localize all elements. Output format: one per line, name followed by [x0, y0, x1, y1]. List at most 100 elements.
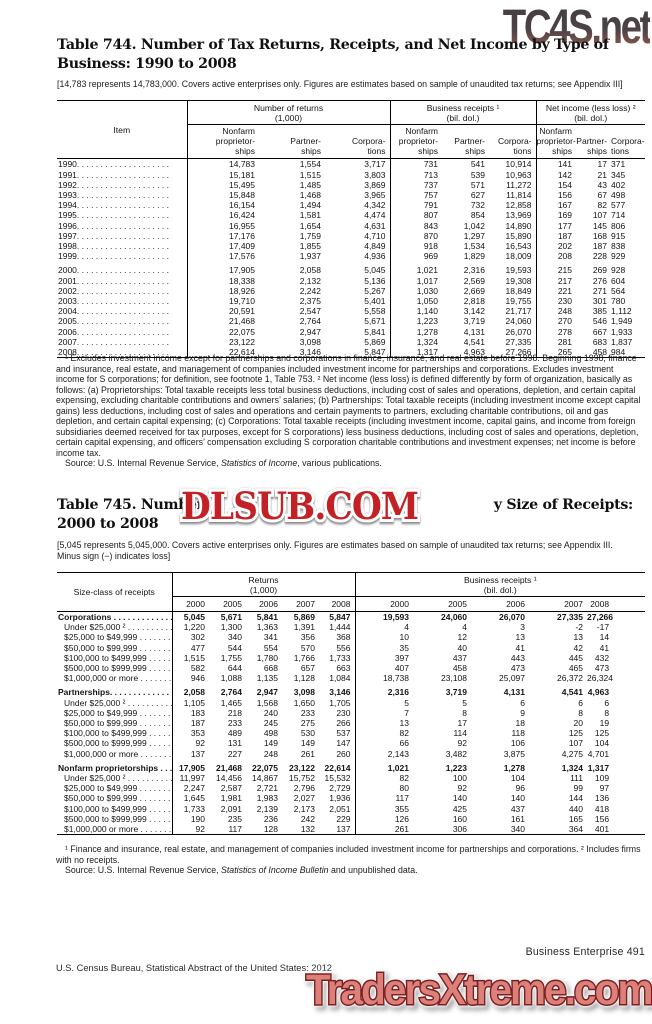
group-header-receipts: Business receipts ¹ (bil. dol.) — [354, 572, 646, 597]
data-cell: 227 — [227, 748, 242, 759]
data-cell: 1,021 — [354, 758, 413, 774]
row-label: 2007. . . . . . . . . . . . . . . . . . … — [57, 336, 188, 348]
data-cell: 1,084 — [329, 673, 351, 684]
data-cell: 24,060 — [441, 612, 467, 622]
data-cell: 458 — [592, 347, 608, 358]
data-cell: 1,220 — [183, 622, 205, 633]
data-cell: 854 — [470, 210, 485, 221]
year-header: 2008 — [319, 596, 355, 612]
data-cell: 4,131 — [463, 326, 485, 337]
group-label: Business receipts ¹ — [463, 575, 537, 585]
data-cell: 16,955 — [229, 220, 255, 231]
data-cell: 657 — [300, 663, 315, 674]
data-cell: 140 — [510, 793, 525, 804]
data-cell: 1,278 — [503, 762, 525, 773]
data-cell: 3,875 — [503, 748, 525, 759]
data-cell: 141 — [535, 158, 577, 170]
column-header: Corpora- tions — [489, 124, 537, 160]
data-cell: 437 — [452, 652, 467, 663]
data-cell: 2,242 — [299, 285, 321, 296]
data-cell: 21,468 — [216, 762, 242, 773]
table-row: 1994. . . . . . . . . . . . . . . . . . … — [57, 200, 645, 211]
data-cell: 4,936 — [364, 251, 386, 262]
data-cell: 541 — [470, 159, 485, 170]
data-cell: 248 — [263, 748, 278, 759]
row-label: $1,000,000 or more . . . . . . . . . . . — [57, 748, 173, 759]
data-cell: 269 — [592, 265, 608, 276]
data-cell: 1,568 — [256, 697, 278, 708]
data-cell: 228 — [592, 251, 608, 262]
data-cell: 245 — [263, 718, 278, 729]
data-cell: 1,554 — [299, 159, 321, 170]
data-cell: 714 — [611, 210, 626, 221]
data-cell: 149 — [263, 738, 278, 749]
data-cell: 11,997 — [179, 773, 205, 784]
data-cell: 2,729 — [329, 783, 351, 794]
data-cell: 12 — [457, 632, 467, 643]
data-cell: 16,424 — [229, 210, 255, 221]
data-cell: 1,128 — [293, 673, 315, 684]
data-cell: 1,135 — [256, 673, 278, 684]
row-label: 1992. . . . . . . . . . . . . . . . . . … — [57, 179, 188, 190]
data-cell: 16,154 — [229, 200, 255, 211]
row-label: 2002. . . . . . . . . . . . . . . . . . … — [57, 285, 188, 297]
data-cell: 1,324 — [561, 762, 583, 773]
data-cell: 1,705 — [329, 697, 351, 708]
data-cell: 301 — [592, 296, 608, 307]
data-cell: 23,108 — [441, 673, 467, 684]
data-cell: 5,671 — [220, 612, 242, 622]
data-cell: 82 — [597, 200, 608, 211]
data-cell: 230 — [336, 707, 351, 718]
data-cell: 17,176 — [229, 230, 255, 241]
data-cell: 165 — [568, 813, 583, 824]
data-cell: 140 — [452, 793, 467, 804]
data-cell: 92 — [195, 824, 205, 835]
data-cell: 208 — [535, 251, 577, 262]
data-cell: 1,391 — [293, 622, 315, 633]
table-row: $50,000 to $99,999 . . . . . . . . . . .… — [57, 718, 645, 729]
data-cell: 1,050 — [389, 296, 442, 307]
data-cell: 2,375 — [299, 296, 321, 307]
data-cell: 5,267 — [364, 285, 386, 296]
data-cell: 19,755 — [505, 296, 532, 307]
data-cell: 10,914 — [505, 159, 532, 170]
data-cell: 4,631 — [364, 220, 386, 231]
data-cell: 137 — [190, 748, 205, 759]
data-cell: 15,890 — [505, 230, 532, 241]
data-cell: 218 — [227, 707, 242, 718]
row-label: Under $25,000 ² . . . . . . . . . . . . … — [57, 697, 173, 708]
data-cell: 489 — [227, 728, 242, 739]
source-line: Source: U.S. Internal Revenue Service, S… — [56, 865, 642, 876]
data-cell: 4,849 — [364, 241, 386, 252]
table-745-title-line2: 2000 to 2008 — [57, 515, 159, 532]
row-label: 1997. . . . . . . . . . . . . . . . . . … — [57, 230, 188, 242]
table-744: Item Number of returns (1,000) Business … — [57, 100, 646, 359]
data-cell: 18,009 — [505, 251, 532, 262]
table-row: Corporations . . . . . . . . . . . . . .… — [57, 611, 645, 623]
row-label: 1998. . . . . . . . . . . . . . . . . . … — [57, 241, 188, 252]
row-label: $25,000 to $49,999 . . . . . . . . . . . — [57, 783, 173, 794]
data-cell: 17 — [457, 718, 467, 729]
column-header-item: Item — [57, 100, 188, 160]
data-cell: 397 — [354, 652, 413, 664]
column-header: Nonfarm proprietor- ships — [187, 124, 259, 160]
group-unit: (1,000) — [249, 585, 278, 595]
data-cell: 1,465 — [220, 697, 242, 708]
data-cell: 169 — [535, 210, 577, 221]
data-cell: 10 — [354, 632, 413, 643]
data-cell: 2,818 — [463, 296, 485, 307]
year-header: 2006 — [471, 596, 529, 612]
data-cell: 4,131 — [503, 687, 525, 698]
data-cell: 22,614 — [324, 762, 351, 773]
data-cell: 160 — [452, 813, 467, 824]
census-bureau-credit-line: U.S. Census Bureau, Statistical Abstract… — [56, 963, 332, 973]
group-label: Returns — [248, 575, 279, 585]
data-cell: 15,181 — [229, 169, 255, 180]
data-cell: 1,297 — [463, 230, 485, 241]
data-cell: 1,766 — [293, 652, 315, 663]
data-cell: 147 — [336, 738, 351, 749]
data-cell: 177 — [535, 220, 577, 231]
data-cell: 9 — [520, 707, 525, 718]
data-cell: 4,963 — [463, 347, 485, 358]
source-suffix: and unpublished data. — [328, 865, 418, 876]
